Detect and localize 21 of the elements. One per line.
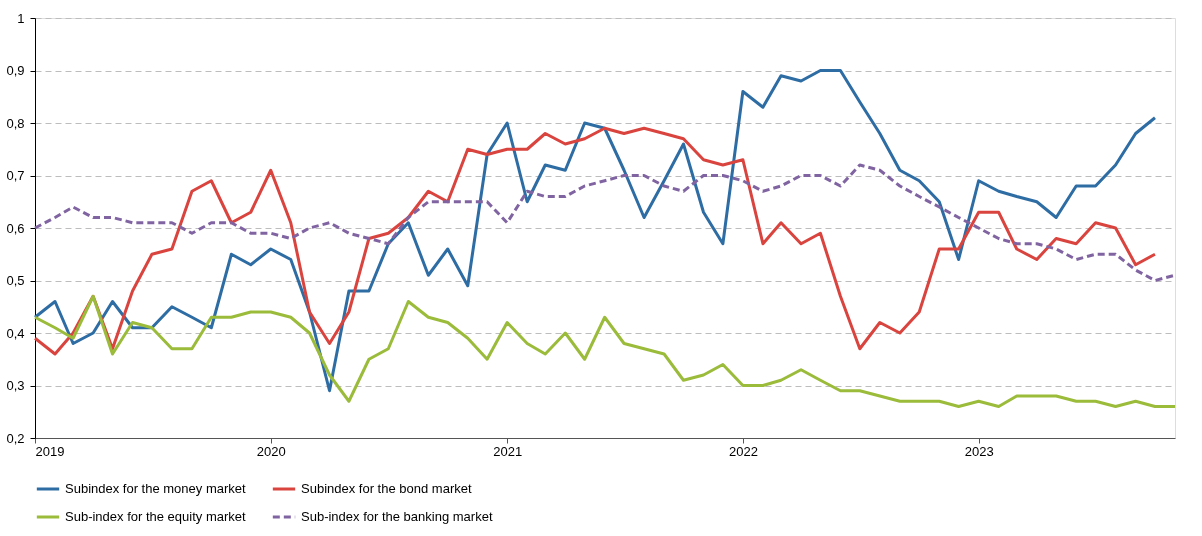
y-tick-label: 0,7 (6, 168, 25, 183)
legend-label: Subindex for the bond market (301, 481, 472, 496)
x-tick-label: 2023 (964, 443, 994, 459)
y-tick-label: 1 (17, 10, 25, 26)
line-series (33, 126, 1157, 356)
y-tick-label: 0,6 (6, 220, 25, 236)
line-series (33, 294, 1177, 408)
x-tick-label: 2022 (728, 443, 758, 459)
legend-label: Sub-index for the equity market (65, 509, 247, 524)
line-series (33, 69, 1157, 393)
y-tick-label: 0,8 (6, 115, 25, 131)
x-tick-label: 2021 (493, 443, 523, 459)
y-tick-label: 0,2 (6, 430, 25, 446)
y-tick-label: 0,3 (6, 378, 25, 393)
x-tick-label: 2020 (256, 443, 286, 459)
y-tick-label: 0,9 (6, 63, 25, 78)
legend-label: Sub-index for the banking market (301, 509, 493, 524)
legend-label: Subindex for the money market (65, 481, 247, 496)
y-tick-label: 0,4 (6, 325, 25, 341)
y-tick-label: 0,5 (6, 273, 25, 288)
x-tick-label: 2019 (35, 443, 65, 459)
